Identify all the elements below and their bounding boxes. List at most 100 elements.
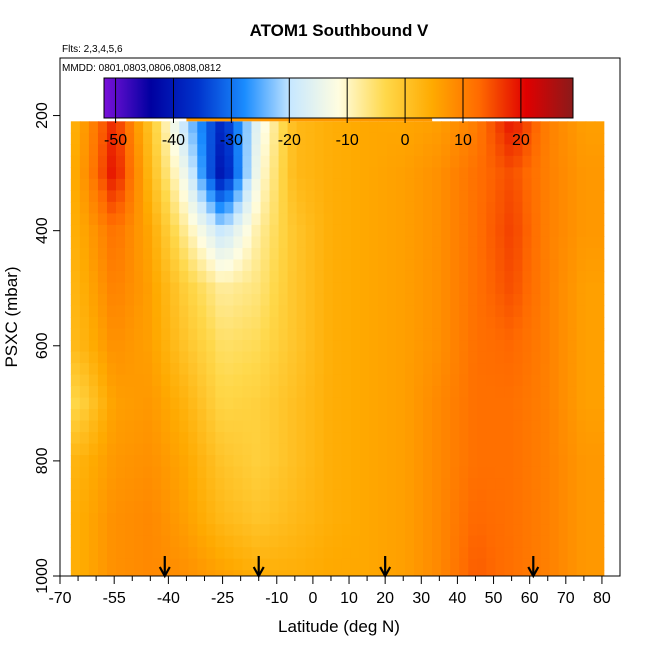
heatmap-cell — [486, 432, 496, 445]
heatmap-cell — [161, 420, 171, 433]
heatmap-cell — [278, 409, 289, 422]
heatmap-cell — [179, 201, 189, 214]
heatmap-cell — [441, 558, 451, 571]
heatmap-cell — [540, 478, 551, 491]
heatmap-cell — [305, 144, 316, 157]
heatmap-cell — [377, 328, 388, 341]
heatmap-cell — [242, 397, 253, 410]
heatmap-cell — [341, 386, 352, 399]
heatmap-cell — [269, 397, 280, 410]
heatmap-cell — [188, 213, 198, 226]
heatmap-cell — [269, 524, 280, 537]
heatmap-cell — [242, 293, 253, 307]
heatmap-cell — [459, 489, 469, 502]
heatmap-cell — [477, 224, 487, 238]
heatmap-cell — [106, 363, 117, 376]
heatmap-cell — [278, 351, 289, 364]
heatmap-cell — [477, 478, 487, 491]
heatmap-cell — [305, 397, 316, 410]
heatmap-cell — [179, 270, 189, 284]
heatmap-cell — [206, 190, 216, 203]
heatmap-cell — [414, 443, 424, 456]
heatmap-cell — [278, 547, 289, 560]
heatmap-cell — [197, 190, 207, 203]
heatmap-cell — [495, 282, 505, 295]
heatmap-cell — [314, 386, 325, 399]
heatmap-cell — [450, 409, 460, 422]
heatmap-cell — [70, 132, 81, 145]
heatmap-cell — [377, 489, 388, 502]
heatmap-cell — [576, 558, 587, 571]
heatmap-cell — [377, 501, 388, 514]
heatmap-cell — [432, 236, 442, 249]
heatmap-cell — [585, 213, 596, 226]
heatmap-cell — [233, 213, 244, 226]
heatmap-cell — [152, 535, 162, 548]
heatmap-cell — [405, 213, 415, 226]
heatmap-cell — [423, 558, 433, 571]
x-tick-label: -55 — [103, 590, 126, 607]
heatmap-cell — [323, 121, 334, 134]
heatmap-cell — [134, 328, 144, 341]
heatmap-cell — [79, 386, 90, 399]
heatmap-cell — [97, 570, 108, 576]
heatmap-cell — [125, 524, 135, 537]
heatmap-cell — [441, 420, 451, 433]
heatmap-cell — [188, 466, 198, 479]
heatmap-cell — [161, 155, 171, 168]
heatmap-cell — [477, 455, 487, 468]
heatmap-cell — [269, 374, 280, 387]
heatmap-cell — [134, 501, 144, 514]
heatmap-cell — [161, 190, 171, 203]
heatmap-cell — [405, 155, 415, 168]
heatmap-cell — [269, 293, 280, 307]
heatmap-cell — [188, 282, 198, 295]
heatmap-cell — [170, 432, 180, 445]
heatmap-cell — [495, 155, 505, 168]
heatmap-cell — [549, 224, 560, 238]
heatmap-cell — [314, 328, 325, 341]
heatmap-cell — [314, 420, 325, 433]
heatmap-cell — [314, 155, 325, 168]
heatmap-cell — [450, 178, 460, 191]
heatmap-cell — [396, 570, 406, 576]
heatmap-cell — [251, 455, 262, 468]
heatmap-cell — [215, 443, 225, 456]
heatmap-cell — [549, 317, 560, 330]
heatmap-cell — [269, 409, 280, 422]
heatmap-cell — [215, 547, 225, 560]
heatmap-cell — [152, 570, 162, 576]
heatmap-cell — [224, 317, 235, 330]
heatmap-cell — [396, 455, 406, 468]
heatmap-cell — [594, 570, 605, 576]
heatmap-cell — [125, 259, 135, 272]
heatmap-cell — [70, 201, 81, 214]
heatmap-cell — [323, 167, 334, 180]
heatmap-cell — [477, 397, 487, 410]
heatmap-cell — [143, 455, 153, 468]
heatmap-cell — [585, 293, 596, 307]
heatmap-cell — [323, 547, 334, 560]
heatmap-cell — [477, 328, 487, 341]
x-tick-label: -25 — [211, 590, 234, 607]
heatmap-cell — [278, 247, 289, 261]
heatmap-cell — [197, 201, 207, 214]
heatmap-cell — [405, 121, 415, 134]
heatmap-cell — [558, 155, 569, 168]
heatmap-cell — [332, 363, 343, 376]
heatmap-cell — [179, 144, 189, 157]
heatmap-cell — [540, 432, 551, 445]
heatmap-cell — [170, 409, 180, 422]
heatmap-cell — [368, 340, 379, 353]
heatmap-cell — [106, 155, 117, 168]
heatmap-cell — [287, 155, 298, 168]
heatmap-cell — [161, 259, 171, 272]
heatmap-cell — [513, 409, 524, 422]
heatmap-cell — [197, 512, 207, 525]
heatmap-cell — [513, 386, 524, 399]
heatmap-cell — [495, 420, 505, 433]
heatmap-cell — [522, 420, 533, 433]
heatmap-cell — [260, 397, 271, 410]
heatmap-cell — [314, 132, 325, 145]
heatmap-cell — [459, 443, 469, 456]
